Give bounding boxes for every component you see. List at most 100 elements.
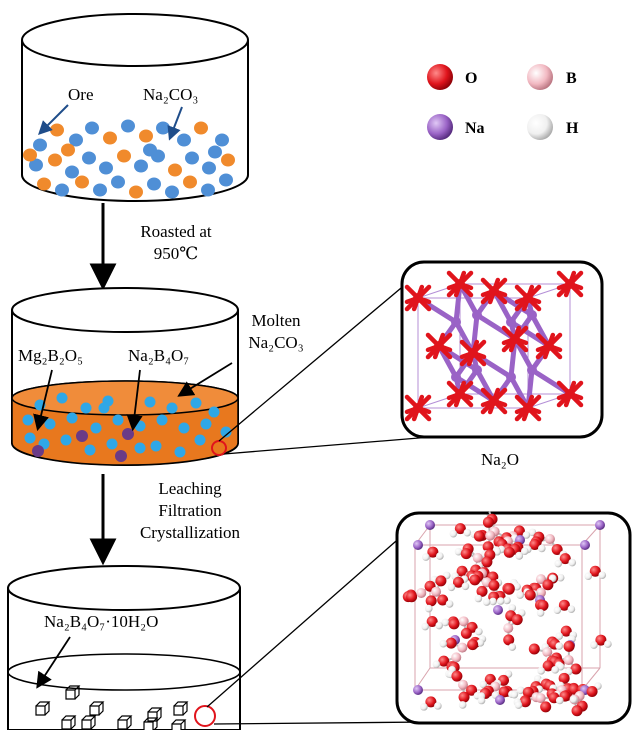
na2co3-particle [194, 121, 208, 135]
step2-line3: Crystallization [140, 523, 241, 542]
ore-particle [143, 143, 157, 157]
o-atom [406, 591, 418, 603]
h-atom [477, 696, 486, 705]
ore-pointer [38, 104, 69, 135]
zoom-line-1b [223, 435, 444, 455]
na2co3-particle [168, 163, 182, 177]
h-atom [567, 605, 576, 613]
o-atom [595, 634, 607, 646]
melt-particle [44, 418, 56, 430]
h-atom [508, 604, 517, 612]
h-atom [422, 553, 430, 561]
h-atom [441, 618, 450, 627]
melt-particle [98, 402, 110, 414]
o-atom [480, 387, 508, 415]
h-atom [554, 559, 563, 568]
h-atom [516, 686, 525, 695]
melt-particle [66, 412, 78, 424]
borate-particle [122, 428, 134, 440]
h-atom [439, 639, 448, 648]
atom-legend: O B Na H [427, 64, 579, 140]
o-atom [501, 325, 529, 353]
legend-o-swatch [427, 64, 453, 90]
molten-label-2: Na₂CO₃ [248, 333, 303, 352]
h-atom [445, 600, 454, 608]
ore-particle [111, 175, 125, 189]
step2-line1: Leaching [158, 479, 222, 498]
ore-particle [201, 183, 215, 197]
ore-particle [134, 159, 148, 173]
h-atom [553, 606, 562, 614]
h-atom [463, 528, 472, 537]
b-atom [542, 647, 553, 658]
h-atom [461, 582, 470, 591]
h-atom [514, 701, 523, 709]
o-atom [556, 380, 584, 408]
vessel-3: Na₂B₄O₇·10H₂O [7, 565, 241, 730]
product-label: Na₂B₄O₇·10H₂O [44, 612, 158, 631]
na-atom [451, 317, 461, 327]
melt-particle [190, 397, 202, 409]
o-atom [540, 701, 552, 713]
melt-particle [134, 420, 146, 432]
melt-particle [220, 426, 232, 438]
o-atom [589, 565, 601, 577]
melt-particle [178, 422, 190, 434]
borate-particle [115, 450, 127, 462]
ore-particle [55, 183, 69, 197]
molten-pointer [177, 362, 233, 397]
na2co3-label: Na₂CO₃ [143, 85, 198, 104]
na-atom [413, 685, 423, 695]
o-atom [404, 394, 432, 422]
melt-particle [60, 434, 72, 446]
h-atom [420, 703, 428, 711]
b-atom [472, 552, 483, 563]
na-atom [580, 540, 590, 550]
h-atom [424, 604, 433, 613]
melt-particle [166, 402, 178, 414]
vessel-1: Ore Na₂CO₃ [21, 13, 249, 202]
crystal-cube [171, 719, 187, 730]
na-atom [506, 372, 516, 382]
h-atom [493, 547, 501, 556]
vessel-1-particles [23, 119, 235, 199]
zoom-line-2a [206, 512, 429, 708]
o-atom [476, 585, 488, 597]
o-atom [514, 394, 542, 422]
o-atom [558, 672, 570, 684]
o-atom [456, 565, 468, 577]
ore-particle [69, 133, 83, 147]
legend-h-label: H [566, 120, 579, 137]
o-atom [451, 670, 463, 682]
melt-particle [200, 418, 212, 430]
o-atom [542, 660, 554, 672]
h-atom [503, 596, 511, 605]
ore-particle [202, 161, 216, 175]
vessel-2: Molten Na₂CO₃ Mg₂B₂O₅ Na₂B₄O₇ [11, 287, 304, 466]
o-atom [503, 583, 515, 595]
o-atom [459, 339, 487, 367]
b-atom [457, 642, 468, 653]
legend-na-label: Na [465, 120, 485, 137]
melt-particle [84, 444, 96, 456]
ore-particle [219, 173, 233, 187]
melt-particle [156, 414, 168, 426]
ore-particle [208, 145, 222, 159]
melt-particle [208, 406, 220, 418]
h-atom [598, 571, 607, 580]
melt-particle [90, 422, 102, 434]
na2b4o7-label: Na₂B₄O₇ [128, 346, 189, 365]
h-atom [536, 609, 545, 617]
o-atom [524, 589, 536, 601]
melt-particle [112, 414, 124, 426]
o-atom [425, 332, 453, 360]
o-atom [448, 618, 460, 630]
ore-particle [185, 151, 199, 165]
h-atom [555, 632, 564, 640]
o-atom [452, 576, 464, 588]
ore-particle [177, 133, 191, 147]
o-atom [522, 686, 534, 698]
solution-surface [7, 653, 241, 691]
h-atom [449, 529, 458, 538]
o-atom [458, 691, 470, 703]
